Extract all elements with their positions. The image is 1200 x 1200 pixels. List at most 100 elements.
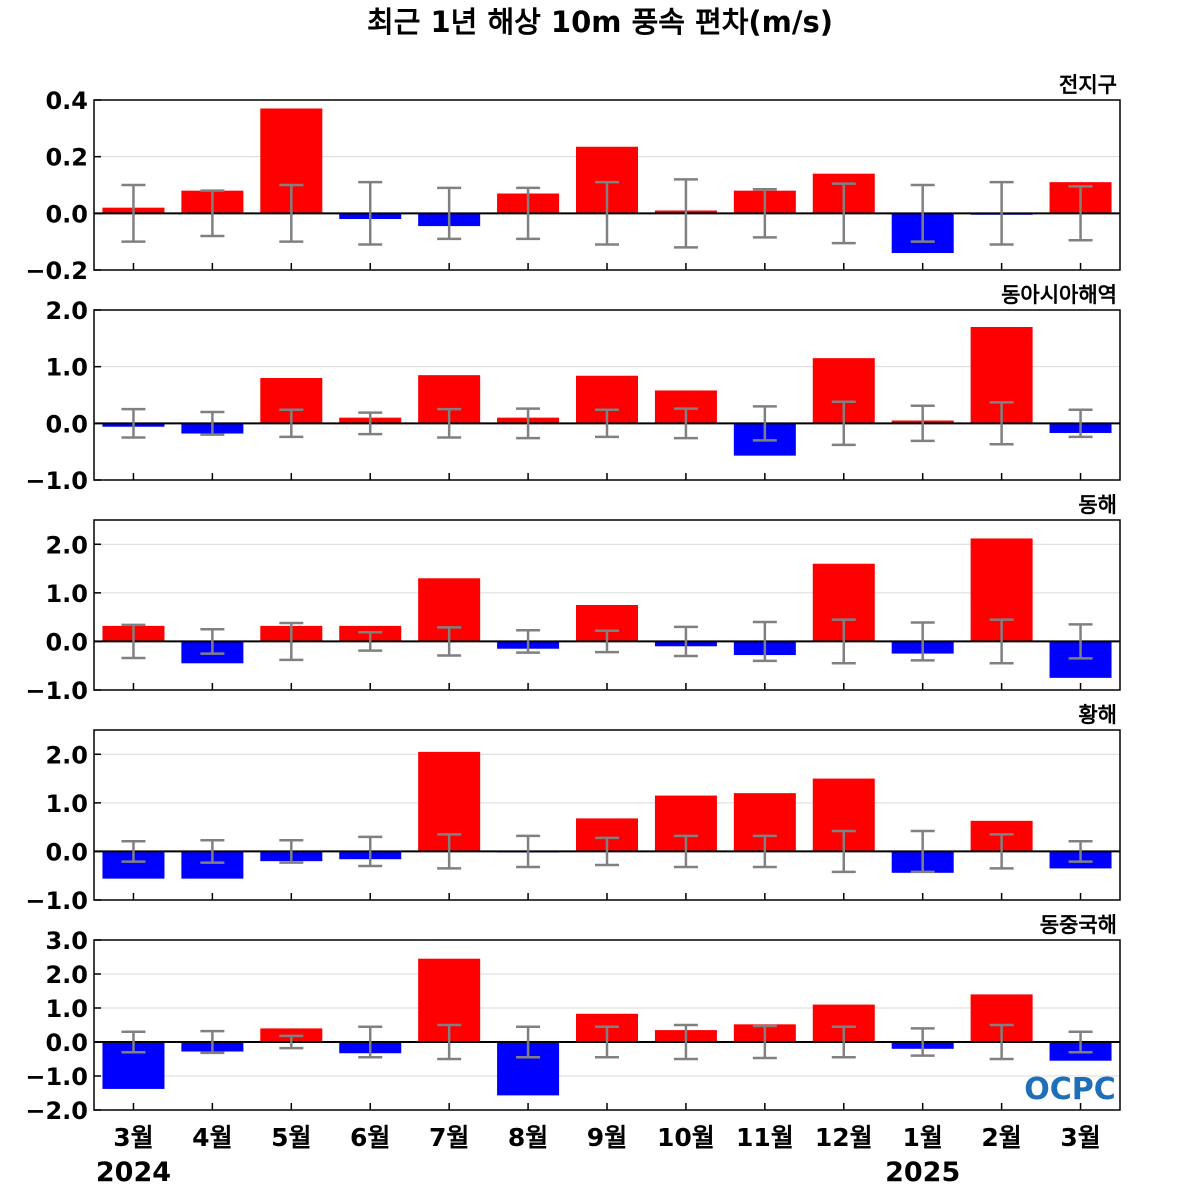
error-bar — [910, 1027, 935, 1057]
error-bar — [831, 829, 856, 874]
error-bar — [831, 182, 856, 245]
panel-5: −2.0 −1.0 0.0 1.0 2.0 3.0 동중국해 — [25, 913, 1121, 1125]
error-bar — [752, 620, 777, 663]
y-tick-label: −1.0 — [25, 887, 88, 915]
panel-label: 동아시아해역 — [1001, 283, 1117, 307]
x-tick-label: 3월 — [1060, 1123, 1100, 1152]
error-bar — [752, 188, 777, 239]
error-bar — [437, 833, 462, 870]
error-bar — [989, 180, 1014, 246]
y-tick-label: 0.0 — [45, 410, 88, 438]
error-bar — [595, 629, 619, 654]
error-bar — [279, 839, 304, 864]
error-bar — [989, 1023, 1014, 1061]
error-bar — [1068, 623, 1093, 660]
x-tick-label: 10월 — [657, 1123, 715, 1152]
error-bar — [989, 833, 1014, 870]
panel-label: 전지구 — [1059, 73, 1117, 97]
error-bar — [200, 410, 225, 436]
error-bar — [516, 186, 541, 241]
panel-frame — [93, 729, 1121, 901]
x-tick-label: 5월 — [271, 1123, 311, 1152]
error-bar — [673, 407, 698, 440]
error-bar — [121, 623, 146, 660]
x-tick-label: 11월 — [736, 1123, 794, 1152]
error-bar — [358, 630, 383, 652]
error-bar — [437, 626, 462, 657]
x-tick-label: 4월 — [192, 1123, 232, 1152]
error-bar — [358, 180, 383, 246]
error-bar — [516, 629, 541, 654]
error-bar — [673, 834, 698, 869]
x-tick-label: 9월 — [587, 1123, 627, 1152]
panel-label: 동중국해 — [1040, 913, 1117, 937]
error-bar — [121, 839, 146, 863]
error-bar — [673, 178, 698, 249]
panel-2: −1.0 0.0 1.0 2.0 동아시아해역 — [25, 283, 1121, 495]
error-bar — [1068, 408, 1093, 439]
y-tick-label: 2.0 — [45, 531, 88, 559]
y-tick-label: 1.0 — [45, 580, 88, 608]
y-tick-label: 1.0 — [45, 354, 88, 382]
error-bar — [910, 183, 935, 243]
error-bar — [516, 407, 541, 440]
x-tick-label: 7월 — [429, 1123, 469, 1152]
panel-4: −1.0 0.0 1.0 2.0 황해 — [25, 703, 1121, 915]
y-tick-label: 2.0 — [45, 961, 88, 989]
error-bar — [200, 628, 225, 655]
y-tick-label: 0.0 — [45, 628, 88, 656]
error-bar — [831, 400, 856, 447]
panel-label: 동해 — [1078, 493, 1117, 517]
error-bar — [200, 839, 225, 864]
y-tick-label: 1.0 — [45, 995, 88, 1023]
y-tick-label: −1.0 — [25, 1063, 88, 1091]
error-bar — [279, 1034, 304, 1050]
error-bar — [989, 401, 1014, 446]
y-tick-label: 0.2 — [45, 144, 88, 172]
y-tick-label: 0.0 — [45, 200, 88, 228]
error-bar — [1068, 1030, 1093, 1054]
error-bar — [910, 404, 935, 443]
error-bar — [279, 621, 304, 662]
error-bar — [752, 834, 777, 869]
y-tick-label: 2.0 — [45, 741, 88, 769]
y-tick-label: −2.0 — [25, 1097, 88, 1125]
chart-panels: −0.2 0.0 0.2 0.4 전지구 −1.0 0.0 1.0 2.0 동아시아해역 −1.0 0… — [25, 73, 1121, 1125]
error-bar — [121, 407, 146, 439]
x-tick-label: 6월 — [350, 1123, 390, 1152]
panel-1: −0.2 0.0 0.2 0.4 전지구 — [25, 73, 1121, 285]
error-bar — [910, 829, 935, 874]
error-bar — [595, 836, 619, 867]
error-bar — [831, 1025, 856, 1059]
x-tick-label: 3월 — [113, 1123, 153, 1152]
y-tick-label: 0.0 — [45, 1029, 88, 1057]
error-bar — [752, 1024, 777, 1060]
y-tick-label: −1.0 — [25, 467, 88, 495]
error-bar — [1068, 185, 1093, 242]
ocpc-logo-text: OCPC — [1024, 1072, 1116, 1107]
x-axis: 3월 4월 5월 6월 7월 8월 9월 10월 11월 12월 1월 2월 3월 2024 2025 — [96, 1123, 1101, 1188]
year-label: 2024 — [96, 1157, 171, 1188]
x-tick-label: 2월 — [981, 1123, 1021, 1152]
error-bar — [595, 1025, 619, 1059]
error-bar — [121, 1030, 146, 1054]
error-bar — [673, 625, 698, 658]
y-tick-label: 0.4 — [45, 87, 88, 115]
y-tick-label: −1.0 — [25, 677, 88, 705]
error-bar — [516, 1025, 541, 1059]
panel-3: −1.0 0.0 1.0 2.0 동해 — [25, 493, 1121, 705]
x-tick-label: 8월 — [508, 1123, 548, 1152]
ocpc-logo: OCPC — [1024, 1072, 1116, 1107]
error-bar — [437, 1023, 462, 1061]
error-bar — [1068, 839, 1093, 863]
error-bar — [989, 618, 1014, 665]
error-bar — [121, 183, 146, 243]
error-bar — [831, 618, 856, 665]
year-label: 2025 — [885, 1157, 960, 1188]
error-bar — [200, 189, 225, 238]
error-bar — [200, 1029, 225, 1055]
y-tick-label: 1.0 — [45, 790, 88, 818]
panel-label: 황해 — [1078, 703, 1117, 727]
error-bar — [279, 183, 304, 243]
